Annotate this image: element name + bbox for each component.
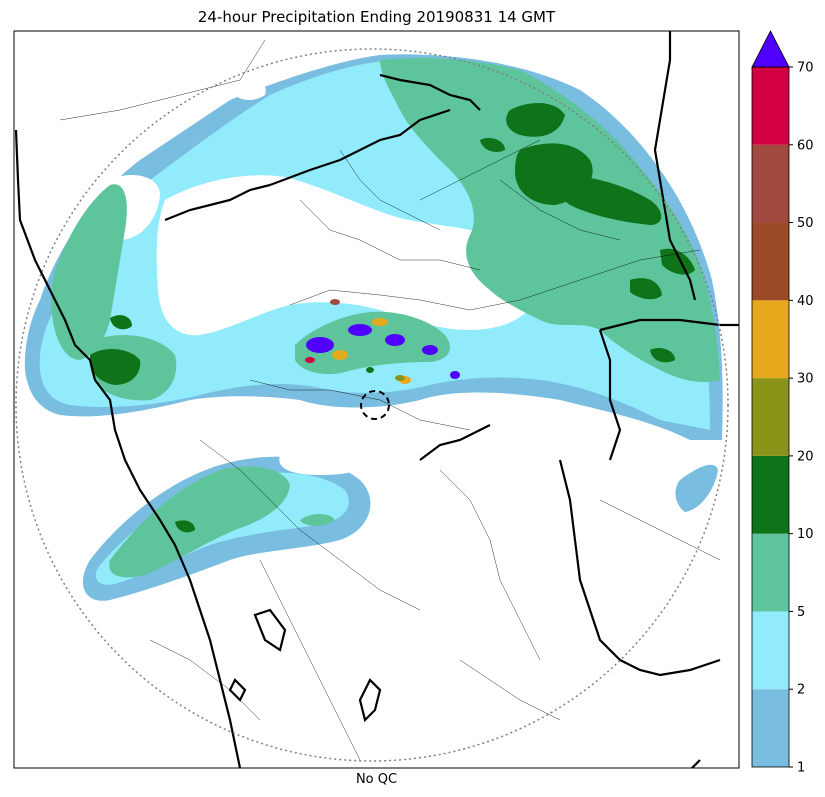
colorbar-extend-arrow (751, 30, 790, 68)
colorbar-tick-label: 10 (797, 527, 814, 542)
precip-band-10-20 (89, 103, 695, 533)
colorbar-block (752, 533, 789, 612)
colorbar-tick-label: 30 (797, 372, 814, 387)
colorbar-ticks: 1 2 5 10 20 30 40 50 60 70 (789, 61, 814, 776)
colorbar-frame (751, 66, 790, 768)
colorbar-block (752, 611, 789, 690)
colorbar-block (752, 689, 789, 767)
radar-range-ring (15, 48, 729, 762)
colorbar-block (752, 455, 789, 534)
colorbar-tick-label: 1 (797, 761, 805, 776)
map-frame (13, 30, 740, 769)
colorbar-tick-label: 60 (797, 138, 814, 153)
convective-cluster (295, 299, 460, 384)
qc-label: No QC (355, 772, 398, 787)
colorbar-tick-label: 2 (797, 683, 805, 698)
colorbar-tick-label: 5 (797, 605, 805, 620)
colorbar-block (752, 144, 789, 223)
country-borders (14, 31, 739, 768)
colorbar-tick-label: 70 (797, 61, 814, 76)
map-layers (14, 31, 739, 768)
colorbar-tick-label: 40 (797, 294, 814, 309)
colorbar-block (752, 67, 789, 145)
map-title: 24-hour Precipitation Ending 20190831 14… (197, 8, 556, 26)
colorbar-tick-label: 50 (797, 216, 814, 231)
colorbar-block (752, 378, 789, 456)
colorbar-tick-label: 20 (797, 449, 814, 464)
radar-location-marker (360, 390, 390, 420)
colorbar-block (752, 222, 789, 301)
colorbar-blocks (752, 67, 789, 767)
colorbar-block (752, 300, 789, 379)
admin-boundaries (59, 39, 721, 761)
